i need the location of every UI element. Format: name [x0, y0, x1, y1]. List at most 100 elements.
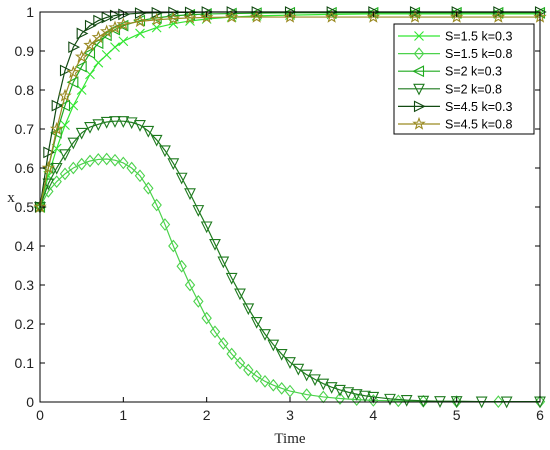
series-2-point — [226, 347, 237, 361]
series-4-point — [100, 116, 113, 129]
y-tick-label: 0.3 — [15, 277, 35, 293]
series-2-point — [118, 156, 129, 170]
series-4-point — [242, 303, 255, 316]
series-6-point — [99, 24, 114, 38]
series-4-point — [234, 288, 246, 301]
series-4-line — [39, 120, 540, 403]
legend-entry: S=4.5 k=0.8 — [398, 116, 512, 132]
y-tick-label: 0.2 — [15, 316, 35, 332]
series-2-point — [351, 393, 362, 407]
series-2-point — [43, 185, 54, 198]
series-1-point — [118, 36, 129, 47]
series-4-point — [84, 122, 96, 134]
series-6-point — [283, 9, 297, 23]
series-4-point — [325, 382, 338, 394]
series-6-point — [224, 9, 239, 23]
series-6-point — [133, 14, 147, 28]
series-2-point — [51, 175, 62, 189]
series-4-point — [359, 390, 371, 403]
series-4-point — [417, 395, 430, 408]
series-5-point — [43, 146, 56, 159]
series-2-point — [68, 161, 79, 175]
series-2-point — [109, 153, 121, 167]
series-4-point — [384, 393, 396, 406]
series-4-point — [275, 348, 288, 361]
y-axis-label: x — [7, 190, 15, 206]
x-tick-label: 4 — [369, 407, 377, 423]
series-4-point — [42, 178, 55, 191]
series-2-point — [93, 153, 104, 166]
series-2-point — [151, 198, 162, 212]
legend-entry: S=4.5 k=0.3 — [398, 100, 512, 114]
y-tick-label: 0.6 — [15, 160, 35, 176]
series-3-point — [83, 47, 96, 59]
series-4-point — [350, 389, 363, 401]
y-tick-label: 0 — [26, 394, 34, 410]
series-2-point — [134, 169, 146, 183]
series-3-point — [66, 76, 79, 89]
series-6-point — [83, 38, 97, 51]
series-1-point — [101, 50, 112, 60]
series-2-point — [126, 161, 137, 175]
series-4-point — [125, 117, 138, 130]
series-2-point — [276, 381, 287, 395]
series-2-point — [143, 181, 154, 195]
series-5-point — [84, 19, 97, 32]
series-6-point — [491, 9, 506, 23]
x-tick-label: 3 — [286, 407, 294, 423]
series-2-point — [209, 325, 221, 339]
series-2-point — [159, 218, 171, 231]
x-axis-label: Time — [274, 431, 305, 447]
series-4-point — [317, 378, 330, 391]
y-tick-label: 0.5 — [15, 199, 35, 215]
series-3-point — [249, 7, 262, 20]
y-tick-label: 0.8 — [15, 82, 35, 98]
legend-entry: S=2 k=0.8 — [398, 82, 502, 96]
series-4-point — [342, 387, 355, 399]
series-1-point — [110, 42, 120, 52]
x-tick-label: 2 — [203, 407, 211, 423]
series-4-point — [334, 384, 346, 397]
series-6-point — [91, 30, 106, 44]
series-4-point — [209, 239, 221, 251]
series-2-point — [59, 167, 71, 181]
series-6-line — [39, 16, 540, 208]
series-6-point — [58, 88, 72, 102]
series-5-point — [76, 27, 89, 40]
series-4-point — [50, 162, 63, 175]
series-4-point — [309, 374, 321, 387]
series-4-point — [167, 158, 180, 171]
series-4-point — [284, 357, 296, 369]
series-4-point — [159, 145, 171, 158]
series-4-point — [367, 391, 380, 404]
legend-swatch-marker — [413, 47, 425, 60]
series-1-point — [85, 69, 95, 80]
series-4-point — [250, 316, 263, 329]
series-6-point — [324, 9, 339, 23]
series-4-point — [267, 339, 280, 352]
legend-swatch-marker — [413, 83, 425, 96]
series-2-point — [268, 378, 279, 392]
x-tick-label: 5 — [453, 407, 461, 423]
legend-label: S=4.5 k=0.3 — [445, 100, 512, 114]
legend-box — [393, 23, 535, 135]
series-2-point — [243, 363, 254, 377]
plot-frame — [39, 11, 541, 403]
series-3-point — [74, 60, 87, 73]
series-layer — [33, 6, 547, 409]
series-2-point — [493, 395, 504, 408]
legend-swatch-marker — [414, 31, 424, 41]
series-4-point — [142, 125, 155, 138]
series-6-point — [449, 9, 464, 23]
y-tick-label: 0.9 — [15, 43, 35, 59]
legend-entry: S=1.5 k=0.8 — [398, 47, 512, 61]
series-4-point — [134, 120, 146, 132]
series-6-point — [249, 9, 264, 23]
series-2-point — [84, 154, 96, 168]
series-4-point — [292, 363, 305, 376]
series-2-point — [284, 384, 296, 398]
tick-labels: 0 1 2 3 4 5 6 0 0.1 0.2 0.3 0.4 0.5 0.6 0.7 0.8 0.9 1 — [15, 4, 545, 423]
legend-swatch-marker — [413, 100, 426, 113]
legend-entry: S=2 k=0.3 — [398, 65, 502, 79]
